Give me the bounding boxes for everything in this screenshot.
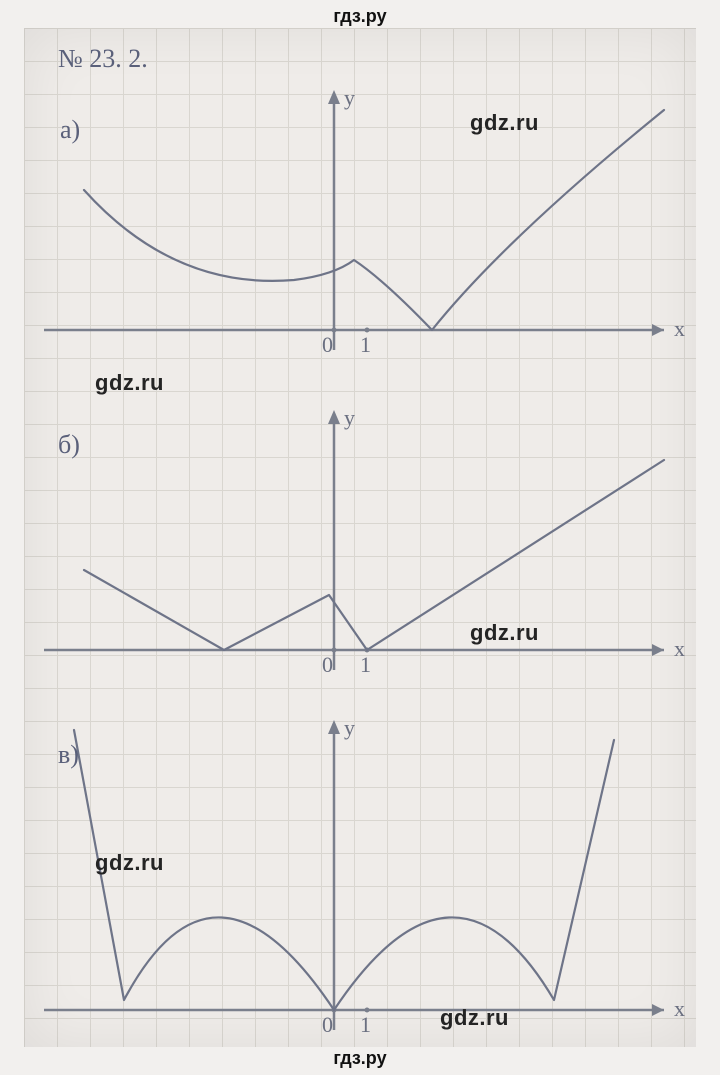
plot-b: [24, 400, 696, 700]
curve-a: [84, 110, 664, 330]
site-header: гдз.ру: [0, 6, 720, 27]
plot-a: [24, 80, 696, 390]
watermark: gdz.ru: [440, 1005, 509, 1031]
page: гдз.ру гдз.ру № 23. 2. а) 0 1 у x б) 0 1…: [0, 0, 720, 1075]
panel-label-b: б): [58, 430, 80, 460]
curve-b: [84, 460, 664, 650]
site-footer: гдз.ру: [0, 1048, 720, 1069]
watermark: gdz.ru: [470, 110, 539, 136]
panel-label-a: а): [60, 115, 80, 145]
watermark: gdz.ru: [95, 370, 164, 396]
watermark: gdz.ru: [95, 850, 164, 876]
watermark: gdz.ru: [470, 620, 539, 646]
problem-number: № 23. 2.: [58, 44, 148, 74]
panel-label-v: в): [58, 740, 79, 770]
